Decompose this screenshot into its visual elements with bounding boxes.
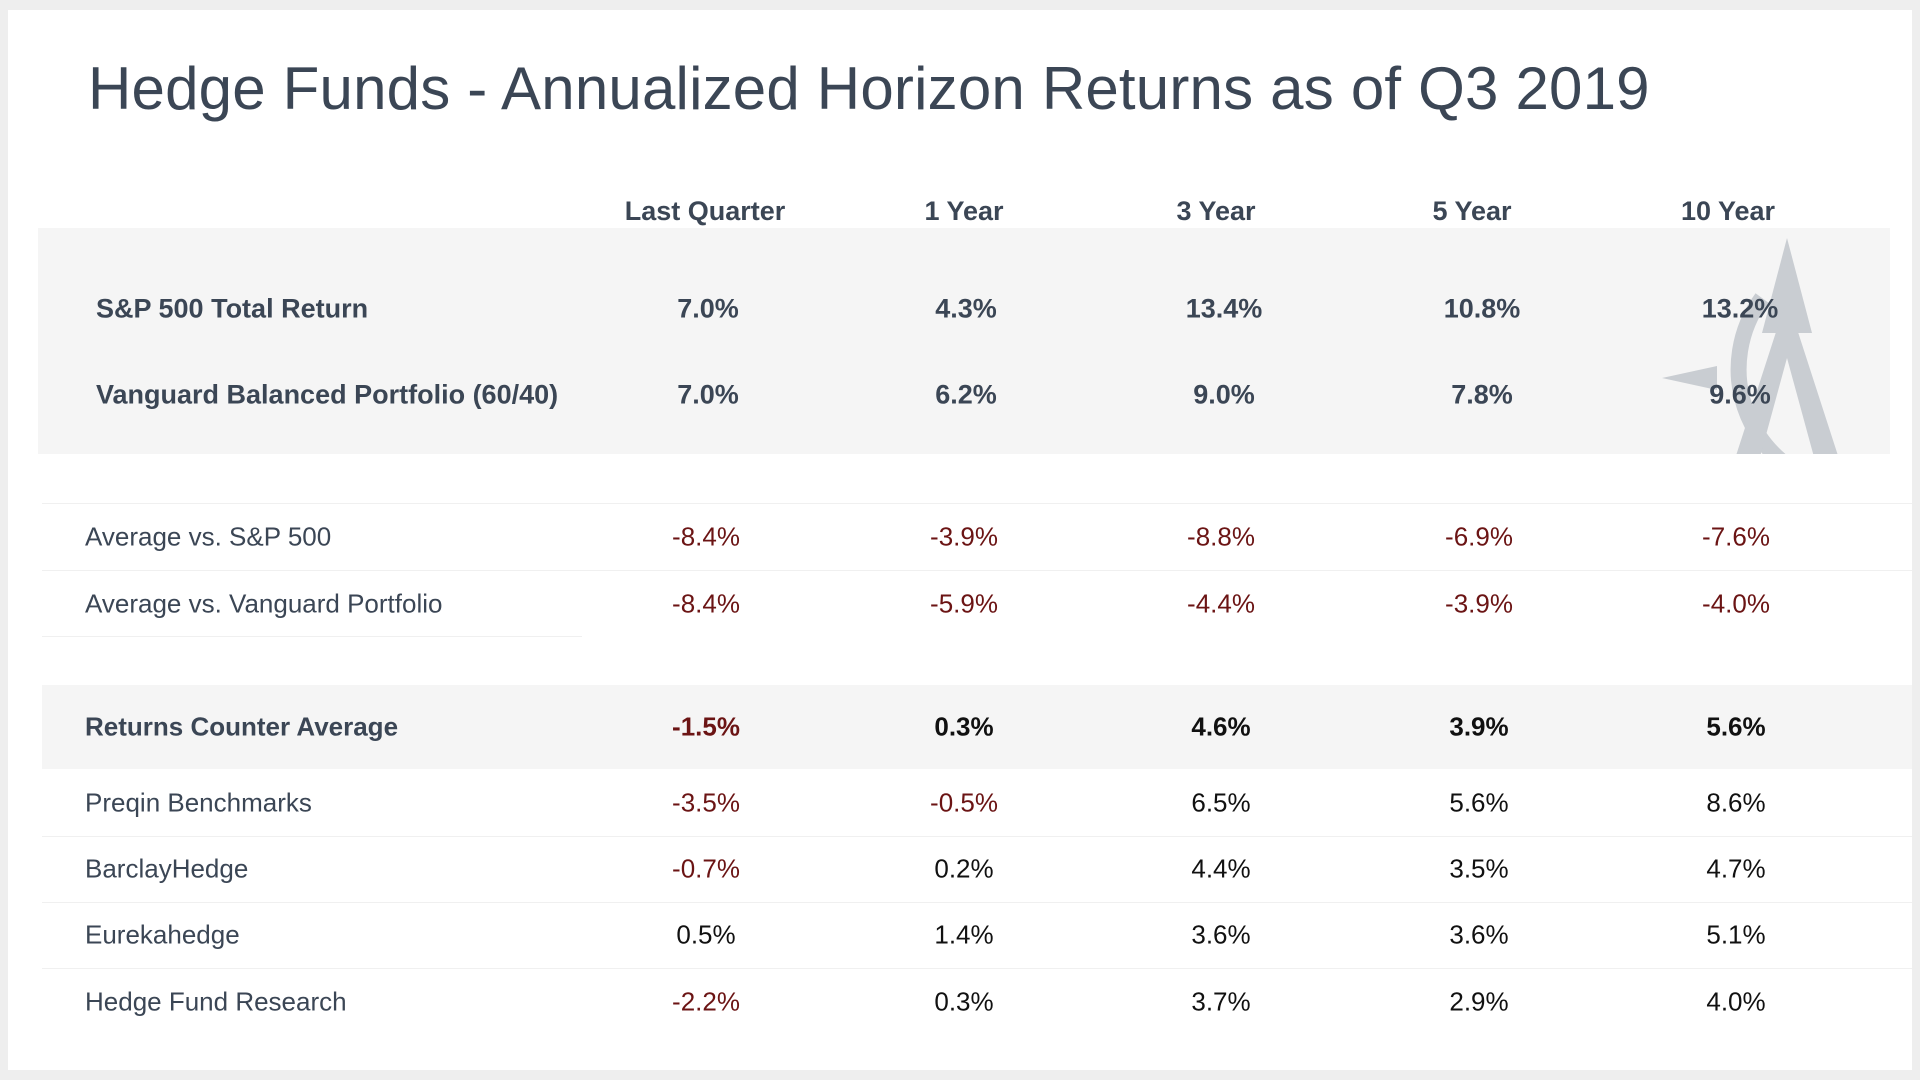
column-header-5-year: 5 Year	[1432, 196, 1512, 226]
cell-value: 0.3%	[934, 711, 994, 742]
cell-value: -8.4%	[672, 588, 740, 619]
row-label: S&P 500 Total Return	[96, 293, 369, 324]
row-label: Average vs. S&P 500	[85, 521, 332, 552]
row-label: Eurekahedge	[85, 919, 240, 950]
cell-value: 13.2%	[1701, 293, 1779, 324]
cell-value: 13.4%	[1185, 293, 1263, 324]
cell-value: 3.6%	[1449, 919, 1509, 950]
cell-value: 0.5%	[676, 919, 736, 950]
cell-value: 7.8%	[1451, 379, 1513, 410]
row-label: Vanguard Balanced Portfolio (60/40)	[96, 379, 559, 410]
cell-value: -1.5%	[672, 711, 740, 742]
cell-value: 7.0%	[677, 379, 739, 410]
row-label: Preqin Benchmarks	[85, 787, 312, 818]
row-divider	[42, 836, 1912, 837]
cell-value: 6.2%	[935, 379, 997, 410]
column-header-1-year: 1 Year	[924, 196, 1004, 226]
cell-value: -0.5%	[930, 787, 998, 818]
cell-value: 6.5%	[1191, 787, 1251, 818]
cell-value: 3.6%	[1191, 919, 1251, 950]
cell-value: 1.4%	[934, 919, 994, 950]
cell-value: 4.0%	[1706, 986, 1766, 1017]
row-divider	[42, 570, 1912, 571]
cell-value: 0.2%	[934, 853, 994, 884]
row-label: Returns Counter Average	[85, 711, 399, 742]
compass-a-logo-icon	[1662, 238, 1838, 454]
cell-value: 9.0%	[1193, 379, 1255, 410]
cell-value: -8.4%	[672, 521, 740, 552]
row-label: Average vs. Vanguard Portfolio	[85, 588, 443, 619]
cell-value: 5.6%	[1706, 711, 1766, 742]
cell-value: 4.3%	[935, 293, 997, 324]
cell-value: -0.7%	[672, 853, 740, 884]
cell-value: 9.6%	[1709, 379, 1771, 410]
cell-value: 3.5%	[1449, 853, 1509, 884]
cell-value: -3.9%	[930, 521, 998, 552]
page-title: Hedge Funds - Annualized Horizon Returns…	[88, 55, 1650, 122]
cell-value: 4.7%	[1706, 853, 1766, 884]
cell-value: 8.6%	[1706, 787, 1766, 818]
average-band	[42, 685, 1912, 769]
cell-value: 5.1%	[1706, 919, 1766, 950]
cell-value: -5.9%	[930, 588, 998, 619]
cell-value: -2.2%	[672, 986, 740, 1017]
benchmark-band: S&P 500 Total Return 7.0% 4.3% 13.4% 10.…	[38, 228, 1890, 454]
cell-value: 7.0%	[677, 293, 739, 324]
cell-value: 5.6%	[1449, 787, 1509, 818]
column-header-10-year: 10 Year	[1680, 196, 1776, 226]
cell-value: -4.0%	[1702, 588, 1770, 619]
row-divider	[42, 503, 1912, 504]
column-header-last-quarter: Last Quarter	[624, 196, 786, 226]
cell-value: 2.9%	[1449, 986, 1509, 1017]
row-label: BarclayHedge	[85, 853, 249, 884]
cell-value: -3.5%	[672, 787, 740, 818]
cell-value: 4.6%	[1191, 711, 1251, 742]
row-divider	[42, 968, 1912, 969]
row-divider	[42, 902, 1912, 903]
column-header-3-year: 3 Year	[1176, 196, 1256, 226]
row-label: Hedge Fund Research	[85, 986, 347, 1017]
cell-value: -8.8%	[1187, 521, 1255, 552]
row-divider	[42, 636, 582, 637]
cell-value: -3.9%	[1445, 588, 1513, 619]
cell-value: 0.3%	[934, 986, 994, 1017]
cell-value: -6.9%	[1445, 521, 1513, 552]
cell-value: 3.9%	[1449, 711, 1509, 742]
returns-table-page: Hedge Funds - Annualized Horizon Returns…	[8, 10, 1912, 1070]
cell-value: -7.6%	[1702, 521, 1770, 552]
cell-value: -4.4%	[1187, 588, 1255, 619]
cell-value: 3.7%	[1191, 986, 1251, 1017]
cell-value: 4.4%	[1191, 853, 1251, 884]
cell-value: 10.8%	[1443, 293, 1521, 324]
